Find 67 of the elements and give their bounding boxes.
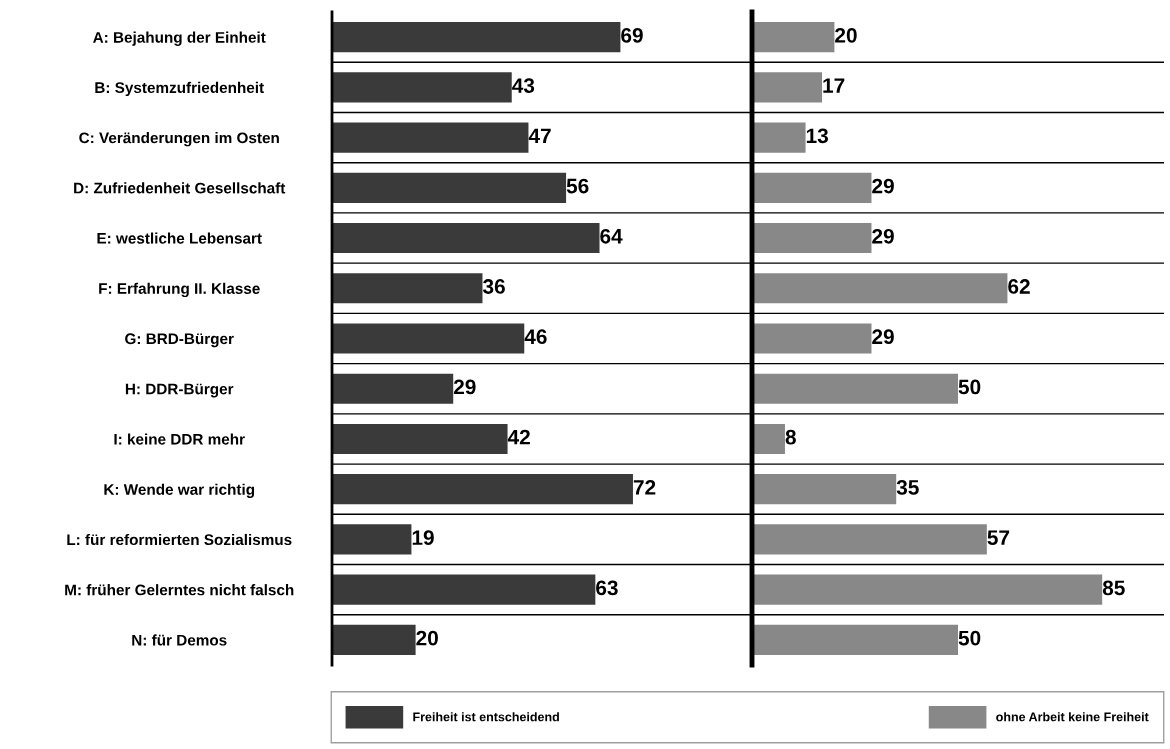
- bar: [752, 122, 806, 153]
- y-tick-label: C: Veränderungen im Osten: [79, 132, 279, 147]
- data-label: 63: [596, 580, 618, 596]
- data-label: 47: [528, 128, 551, 143]
- y-tick-label: D: Zufriedenheit Gesellschaft: [74, 182, 286, 194]
- data-label: 56: [566, 178, 589, 194]
- bar: [752, 72, 823, 103]
- legend-label: Freiheit ist entscheidend: [413, 712, 559, 722]
- data-label: 46: [524, 329, 547, 345]
- data-label: 29: [872, 228, 894, 244]
- bar: [752, 423, 785, 455]
- y-tick-label: G: BRD-Bürger: [125, 333, 234, 348]
- y-tick-label: I: keine DDR mehr: [114, 433, 245, 445]
- bar: [332, 222, 600, 254]
- data-label: 62: [1008, 279, 1030, 294]
- data-label: 29: [453, 379, 476, 395]
- y-tick-label: M: früher Gelerntes nicht falsch: [65, 584, 294, 596]
- bar: [752, 172, 872, 203]
- bar: [752, 574, 1103, 605]
- data-label: 17: [823, 78, 845, 93]
- data-label: 50: [958, 630, 981, 646]
- data-label: 29: [872, 178, 894, 194]
- data-label: 57: [987, 530, 1010, 546]
- bar: [332, 122, 529, 153]
- data-label: 20: [835, 27, 857, 43]
- y-tick-label: K: Wende war richtig: [104, 483, 255, 498]
- bar: [332, 323, 525, 354]
- bar: [332, 273, 483, 304]
- bar: [332, 423, 508, 455]
- y-tick-label: H: DDR-Bürger: [125, 383, 234, 398]
- data-label: 36: [482, 279, 505, 294]
- y-tick-label: A: Bejahung der Einheit: [93, 31, 266, 46]
- bar: [332, 373, 454, 404]
- data-label: 20: [416, 630, 438, 646]
- legend-label: ohne Arbeit keine Freiheit: [996, 712, 1149, 722]
- bar: [332, 474, 633, 505]
- bar: [332, 524, 412, 555]
- bar: [332, 22, 621, 53]
- bar: [332, 574, 596, 605]
- data-label: 42: [507, 429, 530, 445]
- bar: [752, 323, 872, 354]
- y-tick-label: F: Erfahrung II. Klasse: [99, 282, 260, 298]
- data-label: 72: [633, 480, 656, 495]
- bar: [752, 273, 1008, 304]
- bar: [752, 524, 987, 555]
- data-label: 13: [806, 128, 828, 144]
- data-label: 69: [621, 27, 643, 43]
- y-tick-label: B: Systemzufriedenheit: [95, 81, 264, 97]
- data-label: 19: [412, 530, 434, 546]
- bar: [752, 22, 835, 53]
- bar: [332, 172, 567, 203]
- bar: [332, 72, 512, 103]
- data-label: 64: [600, 228, 623, 244]
- bar: [332, 624, 416, 655]
- data-label: 29: [872, 329, 894, 345]
- data-label: 85: [1102, 580, 1125, 596]
- y-tick-label: L: für reformierten Sozialismus: [67, 533, 292, 546]
- y-tick-label: N: für Demos: [132, 634, 227, 646]
- bar: [752, 624, 958, 655]
- data-label: 50: [958, 379, 981, 395]
- data-label: 35: [896, 480, 919, 495]
- bar: [752, 474, 897, 505]
- bar: [752, 222, 872, 254]
- data-label: 8: [785, 429, 796, 445]
- y-tick-label: E: westliche Lebensart: [97, 232, 262, 244]
- data-label: 43: [512, 78, 535, 93]
- bar: [752, 373, 958, 404]
